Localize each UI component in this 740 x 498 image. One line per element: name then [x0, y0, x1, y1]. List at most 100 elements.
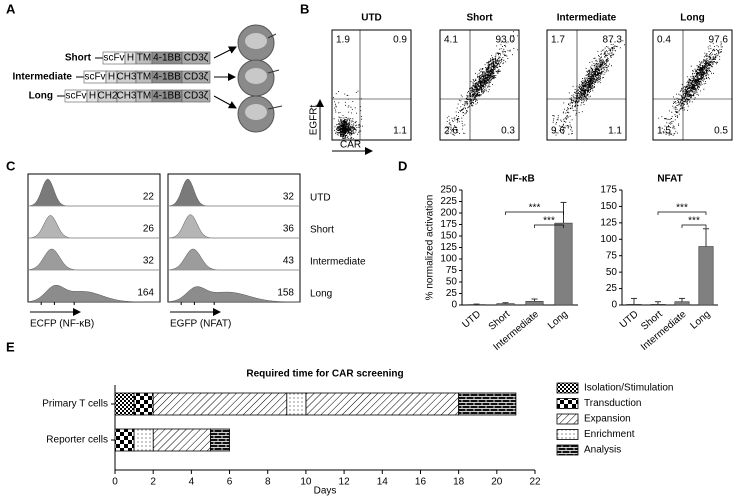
x-tick-label: 10 — [300, 477, 312, 488]
x-tick-label: Long — [546, 309, 570, 332]
significance-label: *** — [529, 203, 541, 214]
bar — [525, 301, 544, 306]
axis-label: EGFP (NFAT) — [170, 319, 231, 330]
axis-label: ECFP (NF-κB) — [30, 319, 94, 330]
x-tick-label: 0 — [112, 477, 118, 488]
domain-label: 4-1BB — [153, 53, 181, 64]
chart-title: NFAT — [657, 174, 682, 185]
x-tick-label: 4 — [189, 477, 195, 488]
quadrant-value: 93.0 — [496, 35, 516, 46]
y-tick-label: 25 — [446, 288, 458, 299]
phase-bar — [458, 392, 517, 416]
plot-frame — [439, 29, 520, 141]
y-tick-label: 150 — [440, 231, 457, 242]
plot-frame — [546, 29, 627, 141]
mfi-value: 32 — [283, 192, 295, 203]
domain-label: scFv — [84, 72, 105, 83]
domain-label: TM — [137, 53, 151, 64]
plot-title: UTD — [361, 13, 382, 24]
quadrant-value: 97.6 — [709, 35, 729, 46]
phase-bar — [152, 392, 288, 416]
domain-label: H — [108, 72, 115, 83]
histogram — [27, 248, 160, 271]
x-axis-label: Days — [314, 486, 337, 497]
mfi-value: 26 — [143, 224, 155, 235]
category-label: Reporter cells — [46, 435, 108, 446]
y-tick-label: 175 — [600, 185, 617, 196]
mfi-value: 22 — [143, 192, 155, 203]
significance-label: *** — [543, 216, 555, 227]
mfi-value: 36 — [283, 224, 295, 235]
significance-label: *** — [688, 216, 700, 227]
phase-bar — [286, 392, 307, 416]
x-tick-label: 14 — [377, 477, 389, 488]
plot-title: Short — [466, 13, 493, 24]
domain-label: 4-1BB — [153, 72, 181, 83]
y-tick-label: 75 — [446, 265, 458, 276]
y-tick-label: 175 — [440, 219, 457, 230]
phase-bar — [305, 392, 460, 416]
x-tick-label: 12 — [339, 477, 351, 488]
quadrant-value: 1.1 — [608, 126, 622, 137]
quadrant-value: 1.5 — [657, 126, 671, 137]
bar — [698, 246, 714, 306]
y-tick-label: 50 — [446, 277, 458, 288]
x-tick-label: UTD — [618, 309, 641, 331]
quadrant-value: 1.1 — [393, 126, 407, 137]
row-label: Intermediate — [310, 257, 366, 268]
plot-title: Long — [680, 13, 704, 24]
panel-label: C — [6, 158, 16, 173]
x-tick-label: UTD — [460, 309, 483, 331]
legend-swatch — [556, 444, 579, 456]
domain-label: scFv — [65, 91, 86, 102]
quadrant-value: 2.6 — [444, 126, 458, 137]
axis-label: EGFRt — [309, 105, 320, 136]
domain-label: TM — [137, 91, 151, 102]
mfi-value: 164 — [137, 288, 154, 299]
domain-label: CD3ζ — [184, 53, 209, 64]
phase-bar — [114, 428, 135, 452]
category-label: Primary T cells — [42, 399, 108, 410]
domain-label: H — [127, 53, 134, 64]
quadrant-value: 4.1 — [444, 35, 458, 46]
y-tick-label: 100 — [600, 234, 617, 245]
plot-frame — [652, 29, 733, 141]
x-tick-label: 22 — [529, 477, 541, 488]
y-tick-label: 200 — [440, 208, 457, 219]
bar — [554, 222, 573, 306]
panel-label: A — [6, 1, 16, 16]
legend-label: Analysis — [584, 445, 621, 456]
construct-name: Intermediate — [13, 72, 73, 83]
dot-cloud — [658, 42, 723, 136]
histogram — [167, 214, 300, 239]
legend-label: Expansion — [584, 414, 631, 425]
quadrant-value: 87.3 — [603, 35, 623, 46]
y-tick-label: 25 — [606, 283, 618, 294]
significance-bracket — [681, 224, 707, 228]
plot-title: Intermediate — [557, 13, 617, 24]
quadrant-value: 0.4 — [657, 35, 671, 46]
bar — [496, 303, 515, 306]
bar — [674, 301, 690, 306]
quadrant-value: 9.6 — [551, 126, 565, 137]
histogram — [27, 215, 160, 239]
quadrant-value: 0.5 — [714, 126, 728, 137]
legend-label: Isolation/Stimulation — [584, 383, 674, 394]
histogram — [167, 178, 300, 207]
mfi-value: 32 — [143, 256, 155, 267]
domain-label: CH3 — [116, 91, 136, 102]
plot-frame — [331, 29, 412, 141]
x-tick-label: Long — [689, 309, 713, 332]
row-label: Long — [310, 289, 332, 300]
domain-label: CH3 — [116, 72, 136, 83]
phase-bar — [133, 392, 154, 416]
chart-title: Required time for CAR screening — [246, 369, 403, 380]
dot-cloud — [552, 40, 625, 136]
row-label: UTD — [310, 193, 331, 204]
x-tick-label: 8 — [265, 477, 271, 488]
quadrant-value: 0.9 — [393, 35, 407, 46]
phase-bar — [133, 428, 154, 452]
y-tick-label: 225 — [440, 196, 457, 207]
axis-label: CAR — [340, 140, 361, 151]
